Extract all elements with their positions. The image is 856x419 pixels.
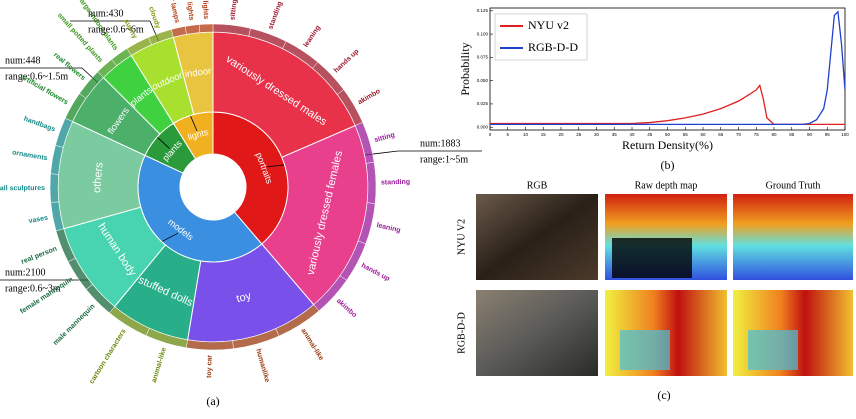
- x-tick-label: 65: [718, 132, 724, 137]
- outer-label: handbags: [23, 116, 57, 134]
- y-tick-label: 0.075: [477, 55, 489, 60]
- x-tick-label: 55: [683, 132, 689, 137]
- legend-label: NYU v2: [528, 18, 569, 32]
- y-tick-label: 0.000: [477, 124, 489, 129]
- outer-label: male mannequin: [52, 303, 96, 347]
- outer-segment: [184, 24, 201, 35]
- outer-label: hands up: [360, 262, 391, 283]
- caption: (c): [657, 388, 670, 402]
- column-label: RGB: [527, 180, 548, 191]
- y-tick-label: 0.125: [477, 8, 489, 13]
- outer-segment: [49, 173, 59, 203]
- middle-label: others: [91, 161, 105, 193]
- y-axis-label: Probability: [458, 42, 472, 95]
- series-line: [490, 83, 845, 126]
- x-tick-label: 70: [736, 132, 742, 137]
- x-axis-label: Return Density(%): [622, 138, 713, 152]
- outer-label: animal-like: [299, 327, 324, 361]
- y-tick-label: 0.100: [477, 31, 489, 36]
- outer-label: hands up: [333, 48, 360, 74]
- outer-label: sitting: [229, 0, 238, 21]
- legend-label: RGB-D-D: [528, 40, 578, 54]
- outer-label: akimbo: [357, 88, 382, 106]
- outer-label: humanlike: [254, 348, 270, 383]
- outer-label: standing: [267, 1, 284, 31]
- outer-label: animal-like: [151, 347, 168, 384]
- x-tick-label: 95: [825, 132, 831, 137]
- middle-label: indoor: [184, 66, 212, 80]
- annotation: range:0.6~3m: [5, 283, 61, 294]
- image-grid: [476, 194, 853, 376]
- outer-label: leaning: [376, 222, 401, 234]
- outer-label: leaning: [303, 24, 322, 48]
- outer-label: sitting: [374, 132, 396, 145]
- column-label: Raw depth map: [635, 180, 698, 191]
- row-label: NYU V2: [456, 219, 467, 255]
- outer-label: small sculptures: [0, 185, 45, 192]
- x-tick-label: 30: [594, 132, 600, 137]
- x-tick-label: 15: [541, 132, 547, 137]
- outer-label: interior lamps: [163, 0, 180, 24]
- depth-map: [733, 194, 853, 280]
- x-tick-label: 85: [789, 132, 795, 137]
- center-hole: [180, 154, 246, 220]
- y-tick-label: 0.050: [477, 78, 489, 83]
- x-tick-label: 5: [506, 132, 509, 137]
- caption: (b): [661, 158, 675, 172]
- annotation: num:1883: [420, 138, 461, 149]
- photo: [476, 194, 598, 280]
- x-tick-label: 25: [576, 132, 582, 137]
- annotation: num:2100: [5, 267, 46, 278]
- middle-label: toy: [235, 290, 253, 306]
- x-tick-label: 90: [807, 132, 813, 137]
- caption: (a): [206, 394, 219, 408]
- photo: [476, 290, 598, 376]
- x-tick-label: 40: [629, 132, 635, 137]
- x-tick-label: 10: [523, 132, 529, 137]
- x-tick-label: 45: [647, 132, 653, 137]
- x-tick-label: 50: [665, 132, 671, 137]
- annotation: num:430: [88, 8, 124, 19]
- annotation: range:0.6~1.5m: [5, 71, 68, 82]
- depth-hole: [612, 238, 692, 278]
- x-tick-label: 60: [700, 132, 706, 137]
- annotation: num:448: [5, 55, 41, 66]
- outer-label: toy car: [206, 355, 213, 378]
- depth-region: [620, 330, 670, 370]
- outer-segment: [198, 23, 214, 33]
- row-label: RGB-D-D: [456, 312, 467, 354]
- outer-label: akimbo: [335, 297, 358, 319]
- y-tick-label: 0.025: [477, 101, 489, 106]
- x-tick-label: 0: [489, 132, 492, 137]
- outer-label: vases: [28, 215, 49, 225]
- series-line: [490, 10, 846, 126]
- outer-label: twinkle lights: [200, 0, 209, 19]
- x-tick-label: 35: [612, 132, 618, 137]
- x-tick-label: 20: [558, 132, 564, 137]
- x-tick-label: 100: [841, 132, 849, 137]
- outer-label: colored lights: [182, 0, 195, 21]
- x-tick-label: 80: [771, 132, 777, 137]
- x-tick-label: 75: [754, 132, 760, 137]
- outer-label: ornaments: [11, 149, 48, 162]
- outer-label: standing: [381, 179, 410, 187]
- depth-region: [748, 330, 798, 370]
- outer-label: female mannequin: [19, 276, 74, 315]
- outer-label: real person: [20, 246, 58, 266]
- outer-label: cloudy: [147, 6, 161, 30]
- annotation: range:0.6~6m: [88, 24, 144, 35]
- outer-label: cartoon characters: [88, 328, 127, 385]
- annotation: range:1~5m: [420, 154, 468, 165]
- legend-box: [494, 13, 588, 61]
- column-label: Ground Truth: [766, 180, 821, 191]
